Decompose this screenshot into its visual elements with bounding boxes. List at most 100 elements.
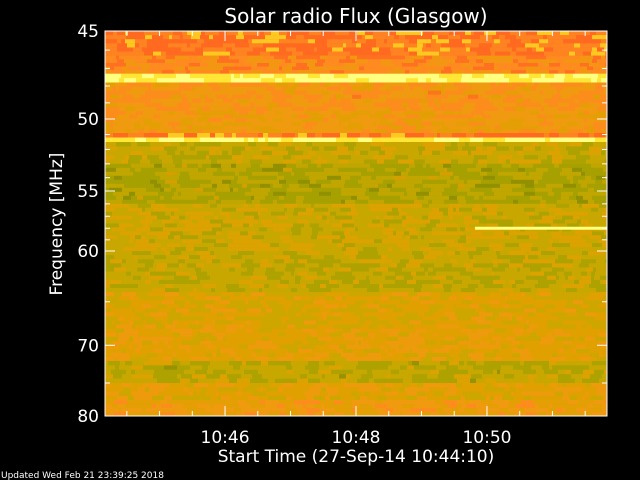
texture-cell xyxy=(311,296,315,301)
texture-cell xyxy=(347,211,358,216)
texture-cell xyxy=(232,275,239,280)
texture-cell xyxy=(284,271,291,276)
texture-cell xyxy=(436,62,447,67)
texture-cell xyxy=(261,219,272,224)
texture-cell xyxy=(354,259,359,264)
texture-cell xyxy=(286,352,293,357)
texture-cell xyxy=(374,336,378,341)
texture-cell xyxy=(579,207,591,212)
texture-cell xyxy=(401,255,414,260)
texture-cell xyxy=(605,336,607,341)
texture-cell xyxy=(172,195,179,200)
texture-cell xyxy=(586,344,596,349)
texture-cell xyxy=(604,31,607,36)
texture-cell xyxy=(477,320,491,325)
texture-cell xyxy=(468,122,473,126)
texture-cell xyxy=(211,62,216,67)
texture-cell xyxy=(363,55,371,60)
texture-cell xyxy=(540,66,548,71)
texture-cell xyxy=(180,150,184,156)
texture-cell xyxy=(185,296,194,301)
texture-cell xyxy=(352,150,355,156)
texture-cell xyxy=(443,247,449,251)
texture-cell xyxy=(595,316,601,321)
texture-cell xyxy=(499,215,503,220)
texture-cell xyxy=(454,31,465,36)
texture-cell xyxy=(594,255,607,260)
texture-cell xyxy=(334,125,343,130)
texture-cell xyxy=(121,279,129,284)
texture-cell xyxy=(531,86,536,91)
texture-cell xyxy=(280,344,292,349)
texture-cell xyxy=(238,251,246,256)
texture-cell xyxy=(542,78,554,83)
texture-cell xyxy=(517,133,522,138)
texture-cell xyxy=(165,288,179,293)
texture-cell xyxy=(426,352,437,357)
texture-cell xyxy=(257,86,266,91)
texture-cell xyxy=(486,219,492,224)
texture-cell xyxy=(529,304,534,309)
texture-cell xyxy=(357,62,369,67)
texture-cell xyxy=(304,320,316,325)
texture-cell xyxy=(467,308,475,313)
texture-cell xyxy=(232,133,236,138)
texture-cell xyxy=(549,239,553,244)
texture-cell xyxy=(417,39,431,44)
texture-cell xyxy=(562,215,573,220)
texture-cell xyxy=(570,114,577,119)
texture-cell xyxy=(110,94,119,99)
texture-cell xyxy=(267,94,273,99)
texture-cell xyxy=(438,195,449,200)
texture-cell xyxy=(349,324,361,329)
texture-cell xyxy=(500,78,509,83)
texture-cell xyxy=(200,62,208,67)
texture-cell xyxy=(390,31,396,36)
texture-cell xyxy=(405,55,410,60)
texture-cell xyxy=(105,90,119,95)
texture-cell xyxy=(505,171,510,176)
texture-cell xyxy=(585,247,588,251)
texture-cell xyxy=(520,94,523,99)
texture-cell xyxy=(135,308,145,313)
texture-cell xyxy=(352,86,359,91)
texture-cell xyxy=(429,133,434,138)
texture-cell xyxy=(216,352,221,357)
texture-cell xyxy=(470,66,473,71)
texture-cell xyxy=(474,348,484,353)
texture-cell xyxy=(301,300,313,305)
texture-cell xyxy=(483,356,495,361)
texture-cell xyxy=(355,332,368,337)
texture-cell xyxy=(206,167,217,172)
texture-cell xyxy=(141,324,145,329)
texture-cell xyxy=(285,150,288,156)
texture-cell xyxy=(498,191,509,196)
texture-cell xyxy=(412,348,416,353)
texture-cell xyxy=(178,239,182,244)
texture-cell xyxy=(234,175,238,180)
texture-cell xyxy=(309,267,323,272)
texture-cell xyxy=(344,70,353,74)
texture-cell xyxy=(301,231,312,236)
texture-cell xyxy=(379,31,390,36)
texture-cell xyxy=(124,47,133,52)
texture-cell xyxy=(129,344,132,349)
texture-cell xyxy=(232,146,240,151)
texture-cell xyxy=(143,195,152,200)
texture-cell xyxy=(570,179,573,184)
texture-cell xyxy=(230,51,235,56)
texture-cell xyxy=(125,227,136,232)
texture-cell xyxy=(320,150,331,156)
texture-cell xyxy=(390,187,396,192)
texture-cell xyxy=(360,146,370,151)
texture-cell xyxy=(555,336,567,341)
texture-cell xyxy=(391,155,395,160)
texture-cell xyxy=(394,227,406,232)
texture-cell xyxy=(256,175,264,180)
texture-cell xyxy=(263,43,269,48)
texture-cell xyxy=(404,199,414,204)
texture-cell xyxy=(315,243,327,248)
texture-cell xyxy=(133,133,144,138)
texture-cell xyxy=(492,73,504,79)
texture-cell xyxy=(105,114,117,119)
